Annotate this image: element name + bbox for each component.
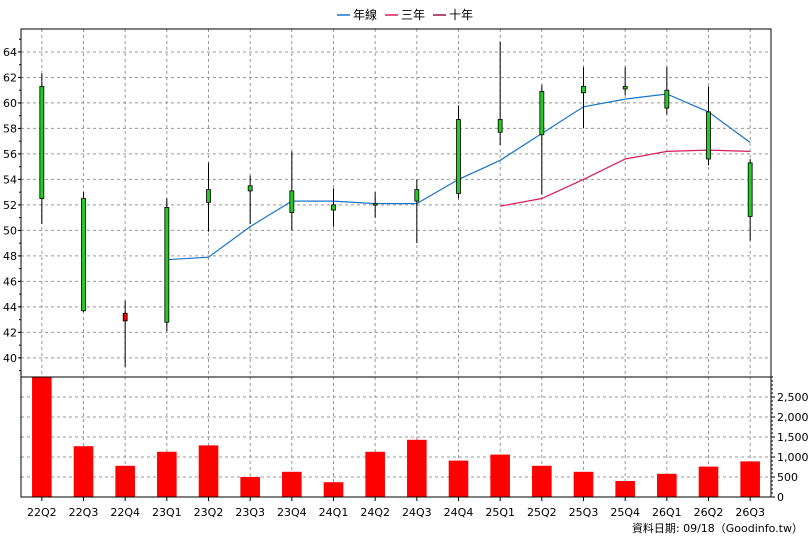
candle-body (622, 85, 628, 90)
volume-bar (698, 466, 719, 497)
price-ytick-label: 44 (3, 301, 17, 314)
x-tick-label: 25Q1 (485, 506, 515, 519)
candle-body (539, 91, 545, 136)
price-ytick-label: 56 (3, 148, 17, 161)
volume-bar (198, 445, 219, 497)
legend-label-ten-year: 十年 (449, 8, 473, 22)
volume-ytick-label: 1,500 (777, 431, 808, 444)
legend-label-annual: 年線 (353, 7, 377, 22)
price-ytick-label: 48 (3, 250, 17, 263)
candle-body (372, 203, 378, 206)
x-axis: 22Q2 22Q3 22Q4 23Q1 23Q2 23Q3 23Q4 24Q1 24Q2 24Q3… (27, 497, 765, 519)
candle-body (289, 190, 295, 213)
volume-bar (573, 471, 594, 497)
x-tick-label: 24Q4 (444, 506, 474, 519)
volume-bar (532, 465, 552, 497)
x-tick-label: 26Q3 (735, 506, 765, 519)
price-ytick-label: 62 (3, 71, 17, 84)
candle-body (39, 85, 45, 199)
volume-ytick-label: 500 (777, 471, 798, 484)
volume-bar (282, 471, 302, 497)
volume-ytick-label: 1,000 (777, 451, 808, 464)
legend-label-three-year: 三年 (401, 8, 425, 22)
x-tick-label: 23Q4 (277, 506, 307, 519)
x-tick-label: 26Q2 (694, 506, 724, 519)
candle-body (331, 204, 336, 211)
volume-bar (407, 439, 427, 497)
volume-bar (73, 446, 94, 497)
volume-bar (490, 454, 510, 497)
price-ytick-label: 64 (3, 46, 17, 59)
candle-body (664, 89, 670, 109)
x-tick-label: 23Q1 (152, 506, 182, 519)
candle-body (414, 189, 420, 202)
x-tick-label: 24Q1 (319, 506, 349, 519)
candle-body (247, 185, 253, 192)
x-tick-label: 23Q2 (194, 506, 224, 519)
x-tick-label: 22Q4 (110, 506, 140, 519)
price-ytick-label: 46 (3, 275, 17, 288)
candle-body (456, 119, 461, 194)
candle-body (581, 85, 586, 94)
x-tick-label: 24Q3 (402, 506, 432, 519)
volume-bar (740, 461, 760, 497)
volume-panel: 0 500 1,000 1,500 2,000 2,500 (20, 376, 808, 504)
x-tick-label: 25Q2 (527, 506, 557, 519)
volume-ytick-label: 2,500 (777, 391, 808, 404)
x-tick-label: 23Q3 (235, 506, 265, 519)
volume-bar (448, 460, 469, 497)
candle-body (122, 312, 128, 322)
x-tick-label: 26Q1 (652, 506, 682, 519)
candle-body (747, 162, 753, 217)
candle-body (497, 119, 503, 133)
volume-bar (240, 477, 260, 497)
volume-bar (365, 451, 385, 497)
x-tick-label: 22Q2 (27, 506, 57, 519)
volume-bar (32, 377, 52, 497)
x-tick-label: 25Q3 (569, 506, 599, 519)
price-ytick-label: 50 (3, 224, 17, 237)
price-ytick-label: 60 (3, 97, 17, 110)
volume-ytick-label: 2,000 (777, 411, 808, 424)
x-tick-label: 24Q2 (360, 506, 390, 519)
volume-ytick-label: 0 (777, 491, 784, 504)
price-ytick-label: 52 (3, 199, 17, 212)
price-ytick-label: 54 (3, 173, 17, 186)
volume-bar (115, 465, 135, 497)
price-ytick-label: 40 (3, 352, 17, 365)
volume-bar (157, 451, 177, 497)
price-ytick-label: 58 (3, 122, 17, 135)
candle-body (81, 198, 86, 312)
candle-body (164, 207, 170, 323)
candle-body (206, 189, 211, 203)
x-tick-label: 25Q4 (610, 506, 640, 519)
price-ytick-label: 42 (3, 326, 17, 339)
candle-body (706, 111, 711, 160)
volume-bar (323, 482, 344, 497)
price-panel: 40 42 44 46 48 50 52 54 56 58 60 62 64 (3, 28, 772, 378)
footer-note: 資料日期: 09/18（Goodinfo.tw） (632, 521, 803, 535)
legend: 年線 三年 十年 (337, 7, 473, 22)
volume-bar (615, 481, 635, 497)
x-tick-label: 22Q3 (69, 506, 99, 519)
volume-bar (657, 473, 677, 497)
volume-frame (20, 376, 772, 498)
